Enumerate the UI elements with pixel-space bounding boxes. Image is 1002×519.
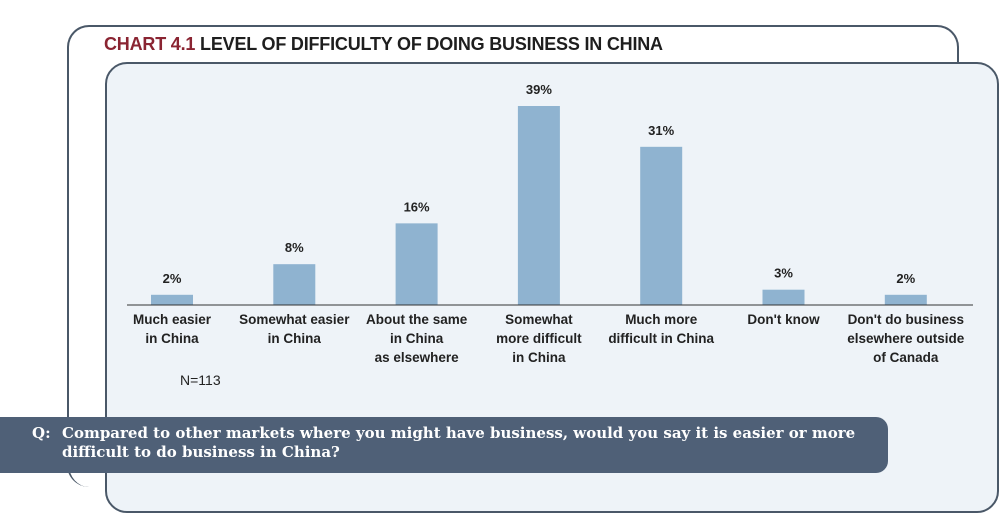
category-label: of Canada <box>873 350 939 365</box>
bar <box>884 294 927 305</box>
data-label: 16% <box>404 199 430 214</box>
category-label: Don't do business <box>848 312 964 327</box>
category-label: About the same <box>366 312 468 327</box>
category-label: Much easier <box>133 312 212 327</box>
category-label: Much more <box>625 312 698 327</box>
data-label: 3% <box>774 266 793 281</box>
bar <box>517 106 560 305</box>
question-label: Q: <box>32 424 51 442</box>
bar <box>273 264 316 305</box>
chart-title-text: LEVEL OF DIFFICULTY OF DOING BUSINESS IN… <box>200 34 663 54</box>
chart-number: CHART 4.1 <box>104 34 196 54</box>
data-label: 2% <box>163 271 182 286</box>
category-label: in China <box>268 331 322 346</box>
category-label: in China <box>390 331 444 346</box>
data-label: 39% <box>526 82 552 97</box>
bar <box>395 223 438 305</box>
data-label: 8% <box>285 240 304 255</box>
category-label: in China <box>512 350 566 365</box>
question-text: Compared to other markets where you migh… <box>62 424 856 461</box>
category-label: difficult in China <box>608 331 714 346</box>
bar <box>640 146 683 305</box>
category-label: Somewhat easier <box>239 312 350 327</box>
bar <box>151 294 193 305</box>
category-label: more difficult <box>496 331 582 346</box>
sample-size-note: N=113 <box>180 372 221 388</box>
chart-title: CHART 4.1 LEVEL OF DIFFICULTY OF DOING B… <box>104 34 663 55</box>
category-label: elsewhere outside <box>847 331 965 346</box>
question-box: Q: Compared to other markets where you m… <box>0 417 888 473</box>
bar <box>762 289 805 305</box>
category-label: Don't know <box>747 312 820 327</box>
category-label: in China <box>145 331 199 346</box>
data-label: 2% <box>896 271 915 286</box>
data-label: 31% <box>648 123 674 138</box>
category-label: as elsewhere <box>375 350 460 365</box>
category-label: Somewhat <box>505 312 573 327</box>
